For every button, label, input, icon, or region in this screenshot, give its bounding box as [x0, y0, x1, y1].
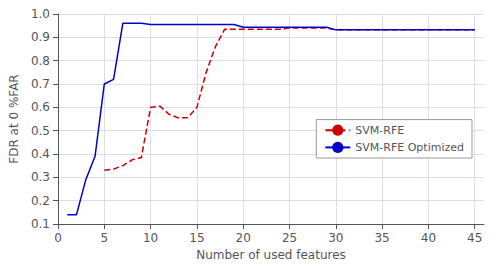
- svg-text:0.7: 0.7: [31, 77, 50, 91]
- svg-text:35: 35: [374, 231, 389, 245]
- svg-text:0: 0: [54, 231, 62, 245]
- svg-text:25: 25: [282, 231, 297, 245]
- svg-text:Number of used features: Number of used features: [196, 248, 346, 262]
- svg-text:1.0: 1.0: [31, 7, 50, 21]
- svg-text:10: 10: [143, 231, 158, 245]
- svg-text:0.6: 0.6: [31, 100, 50, 114]
- svg-text:FDR at 0 %FAR: FDR at 0 %FAR: [7, 74, 21, 163]
- svg-text:40: 40: [421, 231, 436, 245]
- svg-text:20: 20: [236, 231, 251, 245]
- svg-text:SVM-RFE: SVM-RFE: [355, 124, 404, 137]
- svg-text:SVM-RFE Optimized: SVM-RFE Optimized: [355, 141, 464, 154]
- svg-text:5: 5: [100, 231, 108, 245]
- svg-text:0.1: 0.1: [31, 217, 50, 231]
- svg-text:0.2: 0.2: [31, 194, 50, 208]
- svg-text:15: 15: [189, 231, 204, 245]
- svg-text:0.5: 0.5: [31, 124, 50, 138]
- svg-text:0.9: 0.9: [31, 30, 50, 44]
- svg-text:0.4: 0.4: [31, 147, 50, 161]
- svg-text:30: 30: [328, 231, 343, 245]
- svg-text:45: 45: [467, 231, 482, 245]
- svg-text:0.3: 0.3: [31, 170, 50, 184]
- svg-text:0.8: 0.8: [31, 54, 50, 68]
